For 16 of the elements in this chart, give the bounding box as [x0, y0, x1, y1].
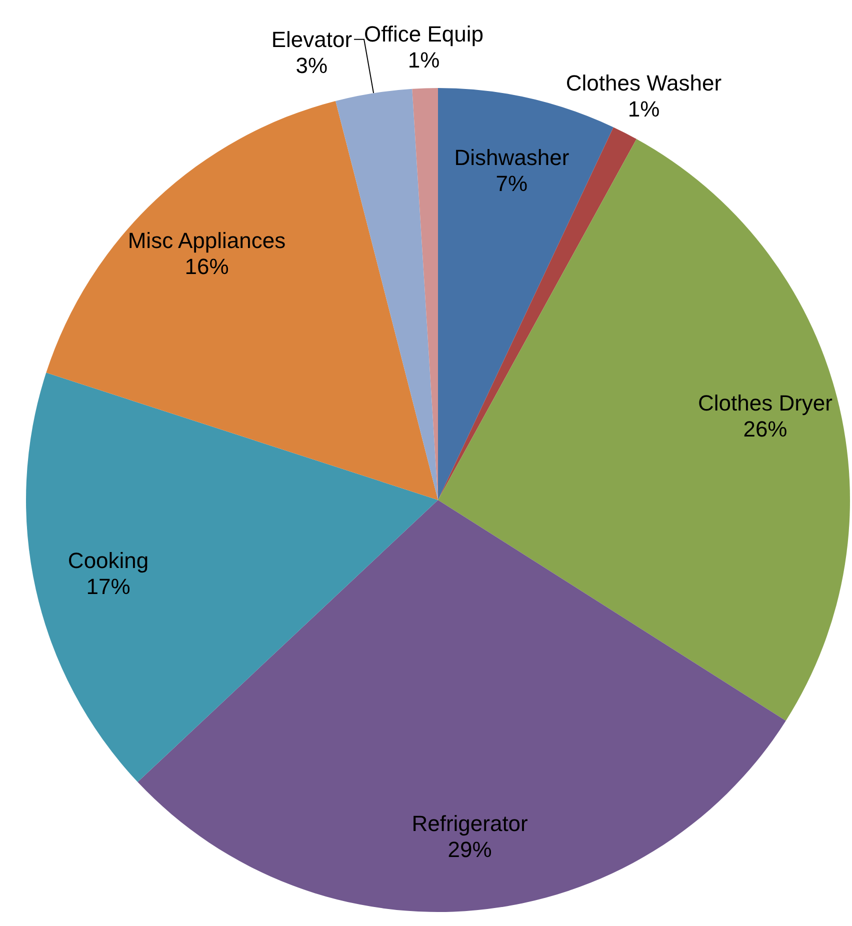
- data-label: 1%: [408, 48, 440, 73]
- slice-label: Misc Appliances: [128, 228, 286, 254]
- slice-label: Elevator: [271, 26, 352, 52]
- data-label: 29%: [448, 836, 492, 862]
- slice-label: Office Equip: [364, 22, 484, 47]
- data-label: 3%: [296, 52, 328, 78]
- slice-label: Dishwasher: [454, 144, 570, 170]
- slice-label: Cooking: [68, 548, 149, 574]
- data-label: 7%: [496, 170, 528, 196]
- slice-label: Clothes Washer: [566, 70, 722, 96]
- data-label: 26%: [743, 416, 788, 442]
- slice-label: Clothes Dryer: [698, 390, 832, 416]
- slice-label: Refrigerator: [412, 810, 528, 836]
- data-label: 1%: [628, 96, 660, 122]
- data-label: 16%: [184, 254, 229, 280]
- data-label: 17%: [86, 574, 130, 600]
